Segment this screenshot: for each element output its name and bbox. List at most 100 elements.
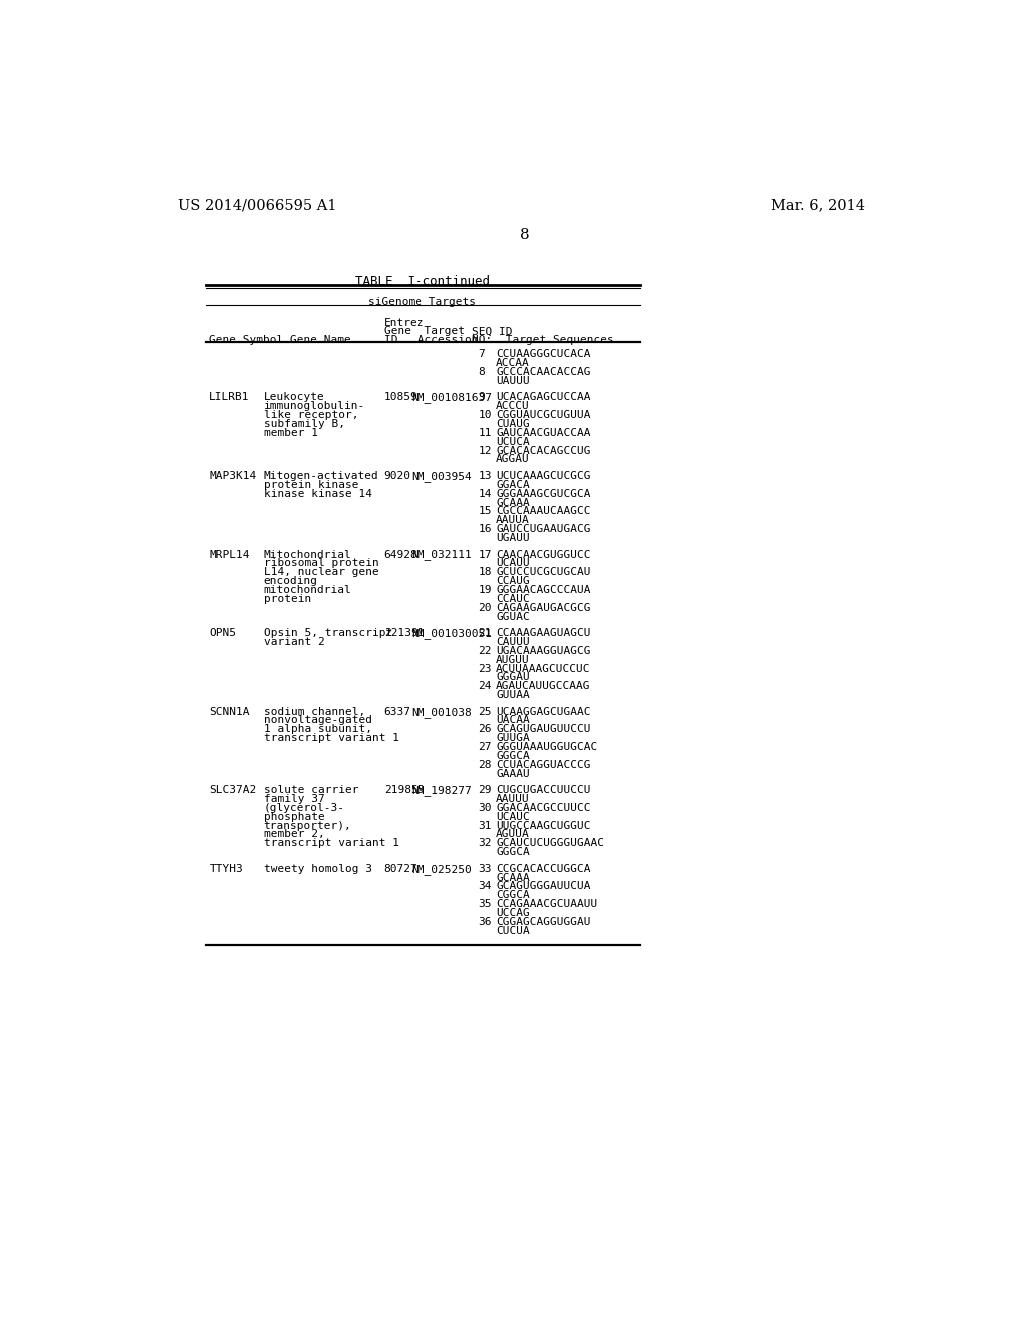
Text: Gene  Target: Gene Target — [384, 326, 465, 337]
Text: 24: 24 — [478, 681, 492, 692]
Text: 33: 33 — [478, 863, 492, 874]
Text: ribosomal protein: ribosomal protein — [263, 558, 379, 569]
Text: 6337: 6337 — [384, 706, 411, 717]
Text: subfamily B,: subfamily B, — [263, 418, 345, 429]
Text: GAUCCUGAAUGACG: GAUCCUGAAUGACG — [496, 524, 591, 535]
Text: MRPL14: MRPL14 — [209, 549, 250, 560]
Text: GCACACACAGCCUG: GCACACACAGCCUG — [496, 446, 591, 455]
Text: 80727: 80727 — [384, 863, 418, 874]
Text: CCUAAGGGCUCACA: CCUAAGGGCUCACA — [496, 350, 591, 359]
Text: Mar. 6, 2014: Mar. 6, 2014 — [771, 198, 865, 213]
Text: UGACAAAGGUAGCG: UGACAAAGGUAGCG — [496, 645, 591, 656]
Text: GGGCA: GGGCA — [496, 751, 529, 760]
Text: ID   Accession: ID Accession — [384, 335, 478, 345]
Text: variant 2: variant 2 — [263, 638, 325, 647]
Text: UGAUU: UGAUU — [496, 533, 529, 543]
Text: 22: 22 — [478, 645, 492, 656]
Text: 31: 31 — [478, 821, 492, 830]
Text: LILRB1: LILRB1 — [209, 392, 250, 403]
Text: 64928: 64928 — [384, 549, 418, 560]
Text: (glycerol-3-: (glycerol-3- — [263, 803, 345, 813]
Text: nonvoltage-gated: nonvoltage-gated — [263, 715, 372, 726]
Text: 10: 10 — [478, 411, 492, 420]
Text: Opsin 5, transcript: Opsin 5, transcript — [263, 628, 392, 638]
Text: transcript variant 1: transcript variant 1 — [263, 733, 398, 743]
Text: GCAAA: GCAAA — [496, 498, 529, 508]
Text: 14: 14 — [478, 488, 492, 499]
Text: 11: 11 — [478, 428, 492, 438]
Text: SCNN1A: SCNN1A — [209, 706, 250, 717]
Text: 26: 26 — [478, 725, 492, 734]
Text: CCAUC: CCAUC — [496, 594, 529, 603]
Text: GUUAA: GUUAA — [496, 690, 529, 700]
Text: 25: 25 — [478, 706, 492, 717]
Text: Entrez: Entrez — [384, 318, 424, 327]
Text: 20: 20 — [478, 603, 492, 612]
Text: 9020: 9020 — [384, 471, 411, 480]
Text: member 1: member 1 — [263, 428, 317, 438]
Text: encoding: encoding — [263, 576, 317, 586]
Text: NO:  Target Sequences: NO: Target Sequences — [472, 335, 613, 345]
Text: CUGCUGACCUUCCU: CUGCUGACCUUCCU — [496, 785, 591, 795]
Text: UCUCA: UCUCA — [496, 437, 529, 446]
Text: UCCAG: UCCAG — [496, 908, 529, 917]
Text: UCACAGAGCUCCAA: UCACAGAGCUCCAA — [496, 392, 591, 403]
Text: GGACA: GGACA — [496, 480, 529, 490]
Text: CGGCA: CGGCA — [496, 890, 529, 900]
Text: 23: 23 — [478, 664, 492, 673]
Text: NM_032111: NM_032111 — [411, 549, 472, 561]
Text: AGGAU: AGGAU — [496, 454, 529, 465]
Text: 21: 21 — [478, 628, 492, 638]
Text: 28: 28 — [478, 760, 492, 770]
Text: TTYH3: TTYH3 — [209, 863, 243, 874]
Text: UAUUU: UAUUU — [496, 376, 529, 385]
Text: GAUCAACGUACCAA: GAUCAACGUACCAA — [496, 428, 591, 438]
Text: GGGCA: GGGCA — [496, 847, 529, 857]
Text: transcript variant 1: transcript variant 1 — [263, 838, 398, 849]
Text: 29: 29 — [478, 785, 492, 795]
Text: solute carrier: solute carrier — [263, 785, 358, 795]
Text: AAUUU: AAUUU — [496, 795, 529, 804]
Text: 1 alpha subunit,: 1 alpha subunit, — [263, 725, 372, 734]
Text: NM_001081637: NM_001081637 — [411, 392, 492, 404]
Text: AUGUU: AUGUU — [496, 655, 529, 665]
Text: SLC37A2: SLC37A2 — [209, 785, 257, 795]
Text: GGUAC: GGUAC — [496, 611, 529, 622]
Text: transporter),: transporter), — [263, 821, 351, 830]
Text: GGGAU: GGGAU — [496, 672, 529, 682]
Text: AAUUA: AAUUA — [496, 515, 529, 525]
Text: like receptor,: like receptor, — [263, 411, 358, 420]
Text: CGCCAAAUCAAGCC: CGCCAAAUCAAGCC — [496, 507, 591, 516]
Text: GCAGUGGGAUUCUA: GCAGUGGGAUUCUA — [496, 882, 591, 891]
Text: Mitochondrial: Mitochondrial — [263, 549, 351, 560]
Text: 16: 16 — [478, 524, 492, 535]
Text: CCUACAGGUACCCG: CCUACAGGUACCCG — [496, 760, 591, 770]
Text: GCAAA: GCAAA — [496, 873, 529, 883]
Text: UCUCAAAGCUCGCG: UCUCAAAGCUCGCG — [496, 471, 591, 480]
Text: 19: 19 — [478, 585, 492, 595]
Text: SEQ ID: SEQ ID — [472, 326, 513, 337]
Text: immunoglobulin-: immunoglobulin- — [263, 401, 365, 412]
Text: UCAUU: UCAUU — [496, 558, 529, 569]
Text: CAGAAGAUGACGCG: CAGAAGAUGACGCG — [496, 603, 591, 612]
Text: UCAUC: UCAUC — [496, 812, 529, 822]
Text: GGGUAAAUGGUGCAC: GGGUAAAUGGUGCAC — [496, 742, 597, 752]
Text: CAUUU: CAUUU — [496, 638, 529, 647]
Text: GAAAU: GAAAU — [496, 768, 529, 779]
Text: NM_001030051: NM_001030051 — [411, 628, 492, 639]
Text: 17: 17 — [478, 549, 492, 560]
Text: GGGAAAGCGUCGCA: GGGAAAGCGUCGCA — [496, 488, 591, 499]
Text: NM_001038: NM_001038 — [411, 706, 472, 718]
Text: 34: 34 — [478, 882, 492, 891]
Text: CAACAACGUGGUCC: CAACAACGUGGUCC — [496, 549, 591, 560]
Text: 8: 8 — [478, 367, 485, 378]
Text: 32: 32 — [478, 838, 492, 849]
Text: UCAAGGAGCUGAAC: UCAAGGAGCUGAAC — [496, 706, 591, 717]
Text: CGGUAUCGCUGUUA: CGGUAUCGCUGUUA — [496, 411, 591, 420]
Text: AGAUCAUUGCCAAG: AGAUCAUUGCCAAG — [496, 681, 591, 692]
Text: Gene Symbol Gene Name: Gene Symbol Gene Name — [209, 335, 351, 345]
Text: CCAGAAACGCUAAUU: CCAGAAACGCUAAUU — [496, 899, 597, 909]
Text: 7: 7 — [478, 350, 485, 359]
Text: GUUGA: GUUGA — [496, 733, 529, 743]
Text: 13: 13 — [478, 471, 492, 480]
